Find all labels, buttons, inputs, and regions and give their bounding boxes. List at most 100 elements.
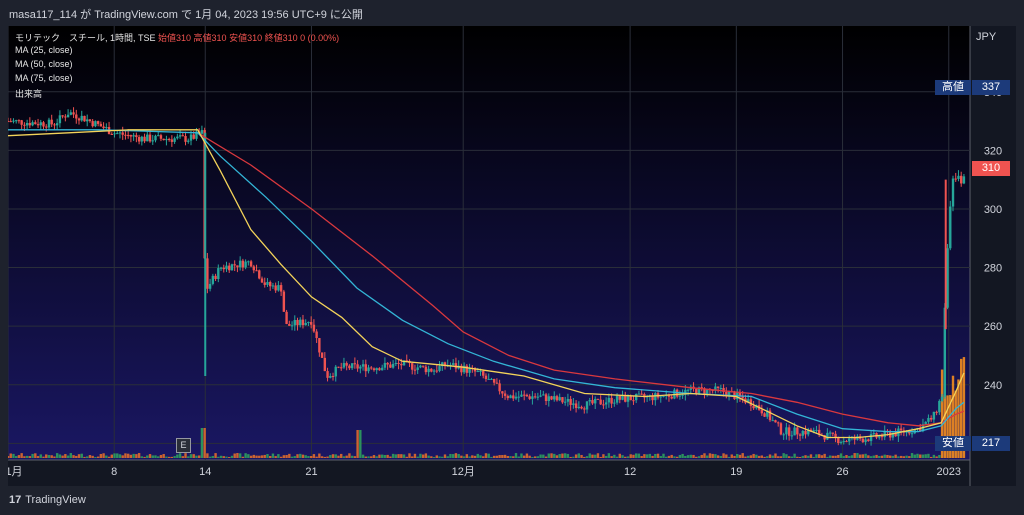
candle xyxy=(268,281,272,287)
volume-bar xyxy=(869,456,873,458)
tradingview-brand[interactable]: 17 TradingView xyxy=(9,494,86,506)
volume-bar xyxy=(225,456,228,458)
volume-bar xyxy=(501,455,504,458)
volume-bar xyxy=(654,453,657,458)
candle xyxy=(364,364,367,372)
candle xyxy=(170,139,174,142)
volume-bar xyxy=(386,454,389,458)
candle xyxy=(615,395,619,403)
candle xyxy=(99,123,103,127)
candle xyxy=(217,268,220,279)
candle xyxy=(714,386,717,391)
candle xyxy=(839,442,843,444)
volume-bar xyxy=(241,456,245,458)
candle xyxy=(962,176,966,184)
volume-bar xyxy=(596,453,600,458)
candle xyxy=(949,206,952,249)
candle xyxy=(126,134,130,136)
candle xyxy=(752,405,755,409)
candle xyxy=(506,395,510,399)
candle xyxy=(501,391,504,394)
candle xyxy=(266,281,269,285)
candle xyxy=(828,432,832,434)
volume-bar xyxy=(86,456,89,458)
candle xyxy=(727,391,731,397)
price-tick-label: 240 xyxy=(984,380,1002,392)
volume-bar xyxy=(544,456,548,458)
candle xyxy=(899,428,903,431)
earnings-marker[interactable]: E xyxy=(176,438,191,453)
volume-bar xyxy=(419,453,422,458)
volume-bar xyxy=(482,456,485,458)
candle xyxy=(492,378,496,383)
candle xyxy=(378,368,381,371)
volume-bar xyxy=(962,357,966,458)
volume-bar xyxy=(927,453,930,458)
volume-bar xyxy=(88,455,92,458)
volume-bar xyxy=(268,455,272,458)
candle xyxy=(337,366,340,368)
candle xyxy=(528,396,531,399)
price-tick-label: 260 xyxy=(984,321,1002,333)
price-scale-background xyxy=(970,26,1016,486)
candle xyxy=(157,135,160,137)
volume-bar xyxy=(222,456,225,458)
volume-bar xyxy=(899,455,903,458)
volume-bar xyxy=(919,454,922,458)
candle xyxy=(812,430,815,432)
volume-bar xyxy=(391,453,395,458)
volume-bar xyxy=(716,455,720,458)
candle xyxy=(842,441,845,443)
volume-bar xyxy=(350,455,354,458)
candle xyxy=(938,400,941,413)
volume-bar xyxy=(416,456,419,458)
candle xyxy=(380,367,384,371)
legend-ma25[interactable]: MA (25, close) xyxy=(15,45,73,55)
volume-bar xyxy=(471,455,474,458)
legend-ma75[interactable]: MA (75, close) xyxy=(15,73,73,83)
volume-bar xyxy=(766,456,769,458)
volume-bar xyxy=(277,454,280,458)
candle xyxy=(222,267,225,270)
candle xyxy=(815,429,818,431)
candle xyxy=(290,325,294,327)
volume-bar xyxy=(465,454,469,458)
price-chart[interactable]: 220240260280300320340 1月8142112月12192620… xyxy=(8,26,1016,486)
legend-volume[interactable]: 出来高 xyxy=(15,89,43,99)
volume-bar xyxy=(815,454,818,458)
volume-bar xyxy=(309,456,313,458)
chart-frame[interactable]: 220240260280300320340 1月8142112月12192620… xyxy=(8,26,1016,486)
volume-bar xyxy=(604,455,608,458)
volume-bar xyxy=(591,454,594,458)
legend-ma50[interactable]: MA (50, close) xyxy=(15,59,73,69)
candle xyxy=(400,363,403,366)
candle xyxy=(629,395,632,401)
volume-bar xyxy=(804,455,807,458)
volume-bar xyxy=(558,453,561,458)
volume-bar xyxy=(834,455,837,458)
volume-bar xyxy=(36,456,40,458)
volume-bar xyxy=(842,456,845,458)
candle xyxy=(817,429,821,435)
footer-bar xyxy=(0,486,1024,515)
volume-bar xyxy=(585,456,589,458)
candle xyxy=(796,427,799,435)
volume-bar xyxy=(725,454,728,458)
candle xyxy=(187,140,190,142)
volume-bar xyxy=(290,456,294,458)
candle xyxy=(555,396,559,401)
candle xyxy=(746,399,750,403)
candle xyxy=(563,401,567,403)
candle xyxy=(517,396,520,398)
candle xyxy=(143,136,146,142)
candle xyxy=(681,394,684,396)
candle xyxy=(572,403,575,405)
volume-bar xyxy=(850,455,854,458)
candle xyxy=(774,420,777,423)
candle xyxy=(383,362,387,368)
volume-bar xyxy=(167,456,171,458)
volume-bar xyxy=(271,453,275,458)
candle xyxy=(451,363,455,365)
volume-bar xyxy=(334,454,337,458)
volume-bar xyxy=(801,455,804,458)
